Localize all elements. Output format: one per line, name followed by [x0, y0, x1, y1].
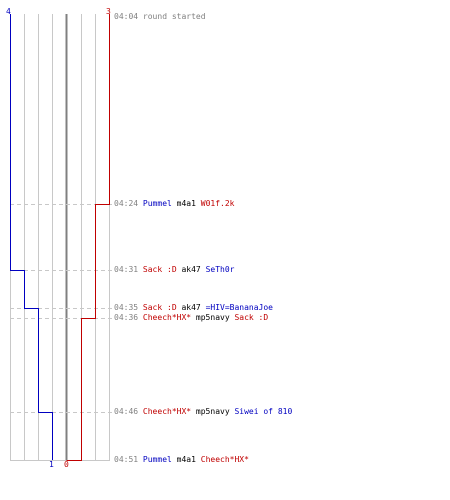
event-row-kill: 04:36 Cheech*HX* mp5navy Sack :D: [114, 313, 268, 323]
victim-name: Cheech*HX*: [200, 455, 249, 464]
event-time: 04:46: [114, 407, 139, 416]
weapon-name: ak47: [181, 265, 201, 274]
event-row-round-start: 04:04 round started: [114, 12, 206, 22]
event-row-kill: 04:51 Pummel m4a1 Cheech*HX*: [114, 455, 249, 465]
red-end-count: 0: [64, 460, 69, 469]
weapon-name: m4a1: [176, 455, 196, 464]
event-time: 04:24: [114, 199, 139, 208]
red-team-alive-line: [66, 14, 110, 461]
killer-name: Pummel: [142, 455, 172, 464]
victim-name: =HIV=BananaJoe: [205, 303, 273, 312]
killer-name: Cheech*HX*: [142, 407, 192, 416]
event-row-kill: 04:35 Sack :D ak47 =HIV=BananaJoe: [114, 303, 273, 313]
weapon-name: mp5navy: [195, 313, 230, 322]
blue-start-count: 4: [6, 7, 11, 16]
blue-end-count: 1: [49, 460, 54, 469]
red-start-count: 3: [106, 7, 111, 16]
weapon-name: m4a1: [176, 199, 196, 208]
event-time: 04:35: [114, 303, 139, 312]
killer-name: Pummel: [142, 199, 172, 208]
event-time: 04:36: [114, 313, 139, 322]
event-message: round started: [142, 12, 206, 21]
event-row-kill: 04:46 Cheech*HX* mp5navy Siwei of 810: [114, 407, 292, 417]
victim-name: SeTh0r: [205, 265, 235, 274]
event-time: 04:31: [114, 265, 139, 274]
event-time: 04:51: [114, 455, 139, 464]
event-row-kill: 04:24 Pummel m4a1 W01f.2k: [114, 199, 234, 209]
killer-name: Sack :D: [142, 303, 177, 312]
event-time: 04:04: [114, 12, 139, 21]
killer-name: Cheech*HX*: [142, 313, 192, 322]
victim-name: W01f.2k: [200, 199, 235, 208]
victim-name: Sack :D: [234, 313, 269, 322]
weapon-name: mp5navy: [195, 407, 230, 416]
victim-name: Siwei of 810: [234, 407, 293, 416]
blue-team-alive-line: [10, 14, 53, 460]
killer-name: Sack :D: [142, 265, 177, 274]
event-row-kill: 04:31 Sack :D ak47 SeTh0r: [114, 265, 234, 275]
weapon-name: ak47: [181, 303, 201, 312]
